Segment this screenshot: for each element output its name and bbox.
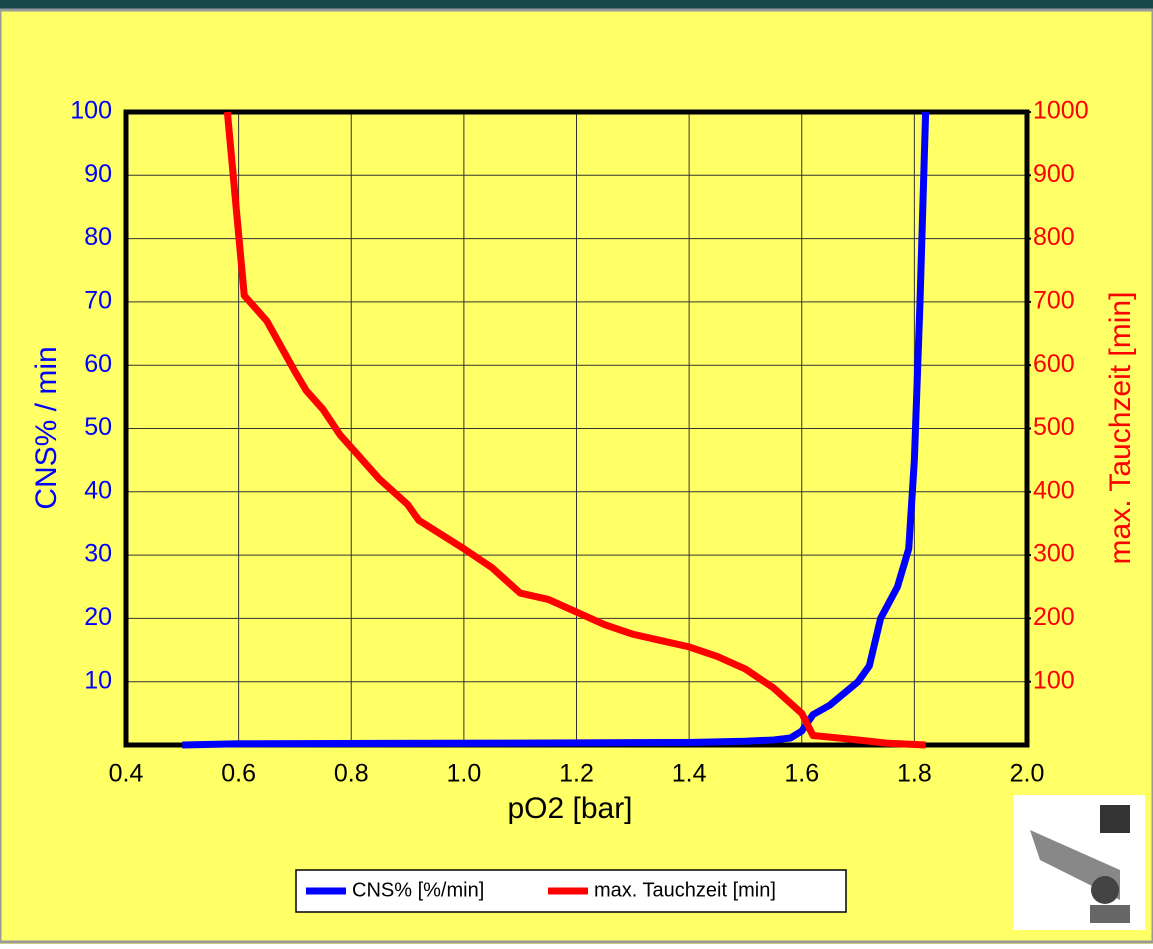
y2-tick-label: 100 [1033, 666, 1075, 694]
y-tick-label: 90 [84, 160, 112, 188]
y-tick-label: 40 [84, 476, 112, 504]
x-tick-label: 1.6 [784, 760, 819, 788]
series-line [223, 111, 926, 749]
y2-tick-label: 900 [1033, 160, 1075, 188]
x-tick-label: 0.8 [334, 760, 369, 788]
y-tick-label: 100 [70, 97, 112, 125]
y-tick-label: 30 [84, 540, 112, 568]
y-tick-label: 20 [84, 603, 112, 631]
y2-tick-label: 700 [1033, 287, 1075, 315]
y2-tick-label: 1000 [1033, 97, 1089, 125]
y2-axis-label: max. Tauchzeit [min] [1104, 292, 1137, 565]
y2-tick-label: 200 [1033, 603, 1075, 631]
logo [1013, 795, 1145, 930]
y2-tick-label: 400 [1033, 476, 1075, 504]
legend-label: CNS% [%/min] [352, 879, 484, 901]
y2-tick-label: 800 [1033, 223, 1075, 251]
x-axis-label: pO2 [bar] [507, 792, 632, 825]
y-axis-label: CNS% / min [30, 346, 63, 509]
y-tick-label: 10 [84, 666, 112, 694]
series-line [182, 111, 930, 749]
x-tick-label: 0.4 [109, 760, 144, 788]
y-tick-label: 70 [84, 287, 112, 315]
y-tick-label: 50 [84, 413, 112, 441]
x-tick-label: 0.6 [221, 760, 256, 788]
x-tick-label: 1.4 [672, 760, 707, 788]
x-tick-label: 1.8 [897, 760, 932, 788]
x-tick-label: 1.2 [559, 760, 594, 788]
y-tick-label: 60 [84, 350, 112, 378]
y2-tick-label: 300 [1033, 540, 1075, 568]
y-tick-label: 80 [84, 223, 112, 251]
top-bar [0, 0, 1153, 10]
frame [0, 8, 1153, 944]
y2-tick-label: 600 [1033, 350, 1075, 378]
x-tick-label: 2.0 [1010, 760, 1045, 788]
y2-tick-label: 500 [1033, 413, 1075, 441]
x-tick-label: 1.0 [446, 760, 481, 788]
legend-label: max. Tauchzeit [min] [594, 879, 776, 901]
